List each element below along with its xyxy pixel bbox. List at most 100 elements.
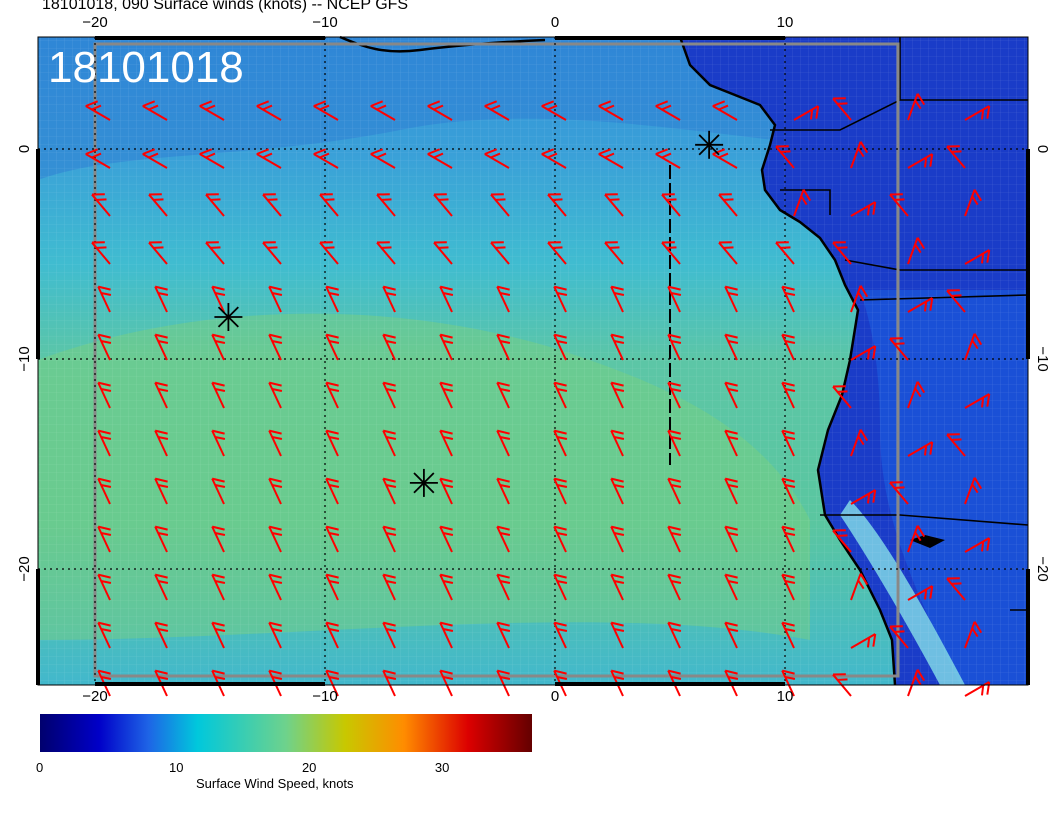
wind-barb-shape [268,381,283,409]
wind-barb-shape [490,241,510,265]
wind-barb [850,141,869,169]
wind-barb [439,285,454,313]
wind-barb-shape [964,393,991,409]
wind-barb-shape [211,573,226,601]
wind-barb [907,153,934,169]
wind-barb-shape [382,381,397,409]
wind-barb [547,193,567,217]
wind-barb [667,477,682,505]
wind-barb-shape [256,148,282,169]
wind-barb [553,333,568,361]
wind-barb [718,241,738,265]
wind-barb-shape [439,621,454,649]
wind-barb [553,573,568,601]
wind-barb-shape [91,193,111,217]
wind-barb-shape [850,573,869,601]
wind-barb-shape [97,477,112,505]
wind-barb-shape [154,573,169,601]
wind-barb-shape [964,333,983,361]
wind-barb [325,669,340,697]
wind-barb-shape [97,621,112,649]
wind-barb [439,573,454,601]
wind-barb [325,525,340,553]
wind-barb-shape [325,573,340,601]
wind-barb [484,100,510,121]
wind-barb-shape [781,333,796,361]
wind-barb [325,429,340,457]
wind-barb-shape [439,525,454,553]
wind-barb-shape [268,333,283,361]
wind-barb-shape [439,573,454,601]
axis-tick-labels: −20 −20 −10 −10 0 0 10 10 0 0 −10 −10 −20 −20 [16,14,1051,705]
wind-barb-shape [832,97,852,121]
wind-barb-shape [604,193,624,217]
wind-barb-shape [907,93,926,121]
wind-barb [370,148,396,169]
wind-barb-shape [496,573,511,601]
wind-barb [439,429,454,457]
wind-barb [439,525,454,553]
wind-barb-shape [712,100,738,121]
wind-barb-shape [781,477,796,505]
lon-tick-bottom: −20 [82,688,107,705]
wind-barb-shape [211,621,226,649]
station-marker [214,303,243,331]
wind-barb [889,481,909,505]
lon-tick-top: −10 [312,14,337,31]
wind-barb-shape [946,433,966,457]
wind-barb-shape [907,237,926,265]
wind-barb [319,241,339,265]
wind-barb-shape [97,525,112,553]
wind-barb [964,393,991,409]
lon-tick-bottom: −10 [312,688,337,705]
wind-barb-shape [775,145,795,169]
wind-barb [433,241,453,265]
colorbar-tick-label: 0 [36,760,44,775]
wind-barb-shape [781,669,796,697]
wind-barb-shape [199,100,225,121]
wind-barb [553,429,568,457]
wind-barb [370,100,396,121]
wind-barb [262,241,282,265]
wind-barb-shape [832,241,852,265]
colorbar-tick-label: 10 [168,760,184,775]
wind-barb-shape [85,148,111,169]
wind-barb [154,429,169,457]
wind-barb [712,100,738,121]
wind-barb [724,573,739,601]
wind-barb-shape [610,573,625,601]
wind-barb [199,148,225,169]
wind-barb [964,189,983,217]
wind-barb [832,529,852,553]
wind-barb [496,333,511,361]
wind-barb-shape [154,333,169,361]
wind-barb [382,333,397,361]
lat-tick-left: −10 [16,346,33,371]
wind-barb [610,429,625,457]
wind-barb [154,477,169,505]
wind-barb [718,193,738,217]
wind-barb-shape [268,285,283,313]
wind-barb [490,193,510,217]
wind-barb-shape [154,621,169,649]
wind-barb-shape [781,525,796,553]
wind-barb [268,477,283,505]
wind-barb-shape [325,429,340,457]
wind-barb-shape [964,681,991,697]
wind-barb-shape [319,241,339,265]
wind-barb [724,621,739,649]
wind-barb [541,148,567,169]
wind-barb-shape [907,585,934,601]
wind-barb [496,525,511,553]
wind-barb [793,189,812,217]
wind-barb-shape [211,477,226,505]
wind-barb-shape [667,333,682,361]
wind-barb [781,669,796,697]
wind-barb-shape [256,100,282,121]
station-marker-stroke [698,134,720,156]
wind-barb-shape [319,193,339,217]
wind-barb [907,669,926,697]
station-marker-stroke [217,306,239,328]
wind-barb-shape [439,429,454,457]
wind-barb-shape [211,285,226,313]
